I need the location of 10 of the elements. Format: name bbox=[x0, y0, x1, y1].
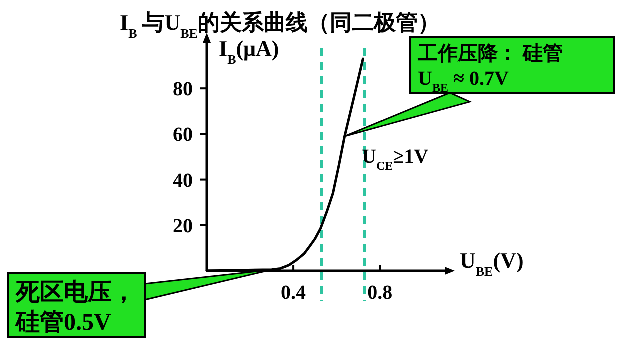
y-tick-label: 20 bbox=[173, 215, 193, 238]
x-tick-label: 0.4 bbox=[281, 282, 306, 304]
y-tick-label: 80 bbox=[173, 78, 193, 101]
y-tick-label: 40 bbox=[173, 170, 193, 192]
annotation: 工作压降： 硅管U$_{BE}$ ≈ 0.7V bbox=[417, 43, 563, 95]
x-tick-label: 0.8 bbox=[368, 282, 393, 304]
annotation: U$_{CE}$≥1V bbox=[362, 146, 430, 173]
y-tick-label: 60 bbox=[173, 124, 193, 146]
x-axis-title: U$_{BE}$(V) bbox=[460, 248, 524, 278]
annotation: 死区电压，硅管0.5V bbox=[15, 279, 136, 336]
